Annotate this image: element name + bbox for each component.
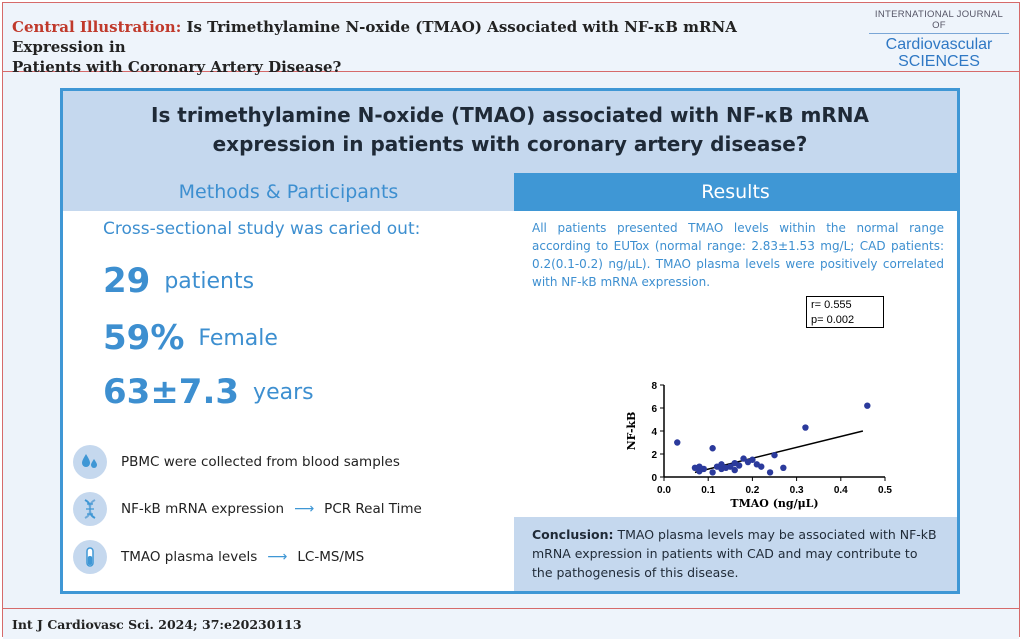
method-item-text: NF-kB mRNA expression: [121, 501, 285, 517]
arrow-right-icon: ⟶: [267, 549, 288, 565]
question-line2: expression in patients with coronary art…: [212, 132, 808, 156]
method-item-tmao: TMAO plasma levels ⟶ LC-MS/MS: [73, 539, 364, 575]
stat-value: 59%: [103, 318, 185, 358]
data-point: [709, 445, 716, 452]
y-tick-label: 4: [651, 427, 657, 438]
stat-label: years: [253, 379, 314, 405]
y-tick-label: 6: [651, 404, 657, 415]
stat-label: patients: [164, 268, 255, 294]
x-tick-label: 0.3: [790, 485, 804, 496]
y-axis-label: NF-kB: [625, 412, 638, 451]
test-tube-icon: [73, 540, 107, 574]
conclusion-box: Conclusion: TMAO plasma levels may be as…: [514, 517, 957, 591]
illustration-card: Is trimethylamine N-oxide (TMAO) associa…: [60, 88, 960, 594]
data-point: [740, 455, 747, 462]
blood-drops-icon: [73, 445, 107, 479]
method-item-nfkb: NF-kB mRNA expression ⟶ PCR Real Time: [73, 491, 422, 527]
conclusion-text: TMAO plasma levels may be associated wit…: [532, 527, 937, 580]
arrow-right-icon: ⟶: [294, 501, 315, 517]
dna-icon: [73, 492, 107, 526]
results-text: All patients presented TMAO levels withi…: [532, 221, 944, 289]
stat-female: 59% Female: [103, 318, 278, 358]
header-title-line2: Patients with Coronary Artery Disease?: [12, 58, 342, 76]
header-title: Central Illustration: Is Trimethylamine …: [12, 17, 802, 77]
x-tick-label: 0.5: [878, 485, 892, 496]
method-item-pbmc: PBMC were collected from blood samples: [73, 444, 400, 480]
x-tick-label: 0.4: [834, 485, 848, 496]
method-item-target: PCR Real Time: [324, 501, 422, 517]
y-tick-label: 2: [651, 450, 657, 461]
data-point: [700, 465, 707, 473]
stat-age: 63±7.3 years: [103, 372, 314, 412]
method-item-text: TMAO plasma levels: [121, 549, 258, 565]
method-item-text: PBMC were collected from blood samples: [121, 454, 400, 470]
question-line1: Is trimethylamine N-oxide (TMAO) associa…: [151, 103, 869, 127]
data-point: [718, 461, 725, 468]
research-question: Is trimethylamine N-oxide (TMAO) associa…: [63, 91, 957, 173]
data-point: [758, 463, 765, 470]
stat-value: 63±7.3: [103, 372, 240, 412]
footer: Int J Cardiovasc Sci. 2024; 37:e20230113: [3, 608, 1019, 639]
method-item-target: LC-MS/MS: [297, 549, 365, 565]
annotation-p: p= 0.002: [811, 314, 855, 326]
data-point: [731, 466, 738, 474]
stat-patients: 29 patients: [103, 261, 254, 301]
x-tick-label: 0.1: [701, 485, 715, 496]
x-tick-label: 0.2: [745, 485, 759, 496]
stat-value: 29: [103, 261, 151, 301]
footer-citation: Int J Cardiovasc Sci. 2024; 37:e20230113: [12, 617, 302, 632]
journal-line3: SCIENCES: [898, 53, 980, 70]
correlation-annotation: r= 0.555 p= 0.002: [806, 296, 884, 328]
journal-logo: INTERNATIONAL JOURNAL OF Cardiovascular …: [869, 9, 1009, 70]
x-tick-label: 0.0: [657, 485, 671, 496]
data-point: [749, 456, 756, 463]
header-title-line1: Is Trimethylamine N-oxide (TMAO) Associa…: [12, 18, 737, 56]
journal-line1: INTERNATIONAL JOURNAL OF: [869, 9, 1009, 34]
conclusion-label: Conclusion:: [532, 527, 614, 542]
scatter-chart: 0 2 4 6 8 0.0 0.1 0.2 0.3 0.4 0.5 TMAO (ng/μL) NF-kB: [625, 381, 892, 510]
study-design: Cross-sectional study was caried out:: [103, 219, 421, 239]
data-point: [864, 402, 871, 409]
methods-heading: Methods & Participants: [63, 173, 514, 211]
journal-line2: Cardiovascular: [885, 36, 993, 53]
results-heading: Results: [514, 173, 957, 211]
stat-label: Female: [198, 325, 278, 351]
x-axis-label: TMAO (ng/μL): [730, 497, 818, 510]
data-point: [780, 464, 787, 471]
header-label: Central Illustration:: [12, 18, 182, 36]
data-point: [735, 462, 743, 469]
data-point: [771, 451, 778, 459]
data-point: [802, 424, 809, 431]
data-point: [727, 463, 734, 470]
y-tick-label: 8: [651, 381, 657, 392]
data-point: [709, 469, 716, 476]
y-tick-label: 0: [651, 473, 657, 484]
data-point: [766, 469, 774, 476]
header: Central Illustration: Is Trimethylamine …: [3, 3, 1019, 76]
data-point: [674, 439, 681, 446]
annotation-r: r= 0.555: [811, 299, 852, 311]
